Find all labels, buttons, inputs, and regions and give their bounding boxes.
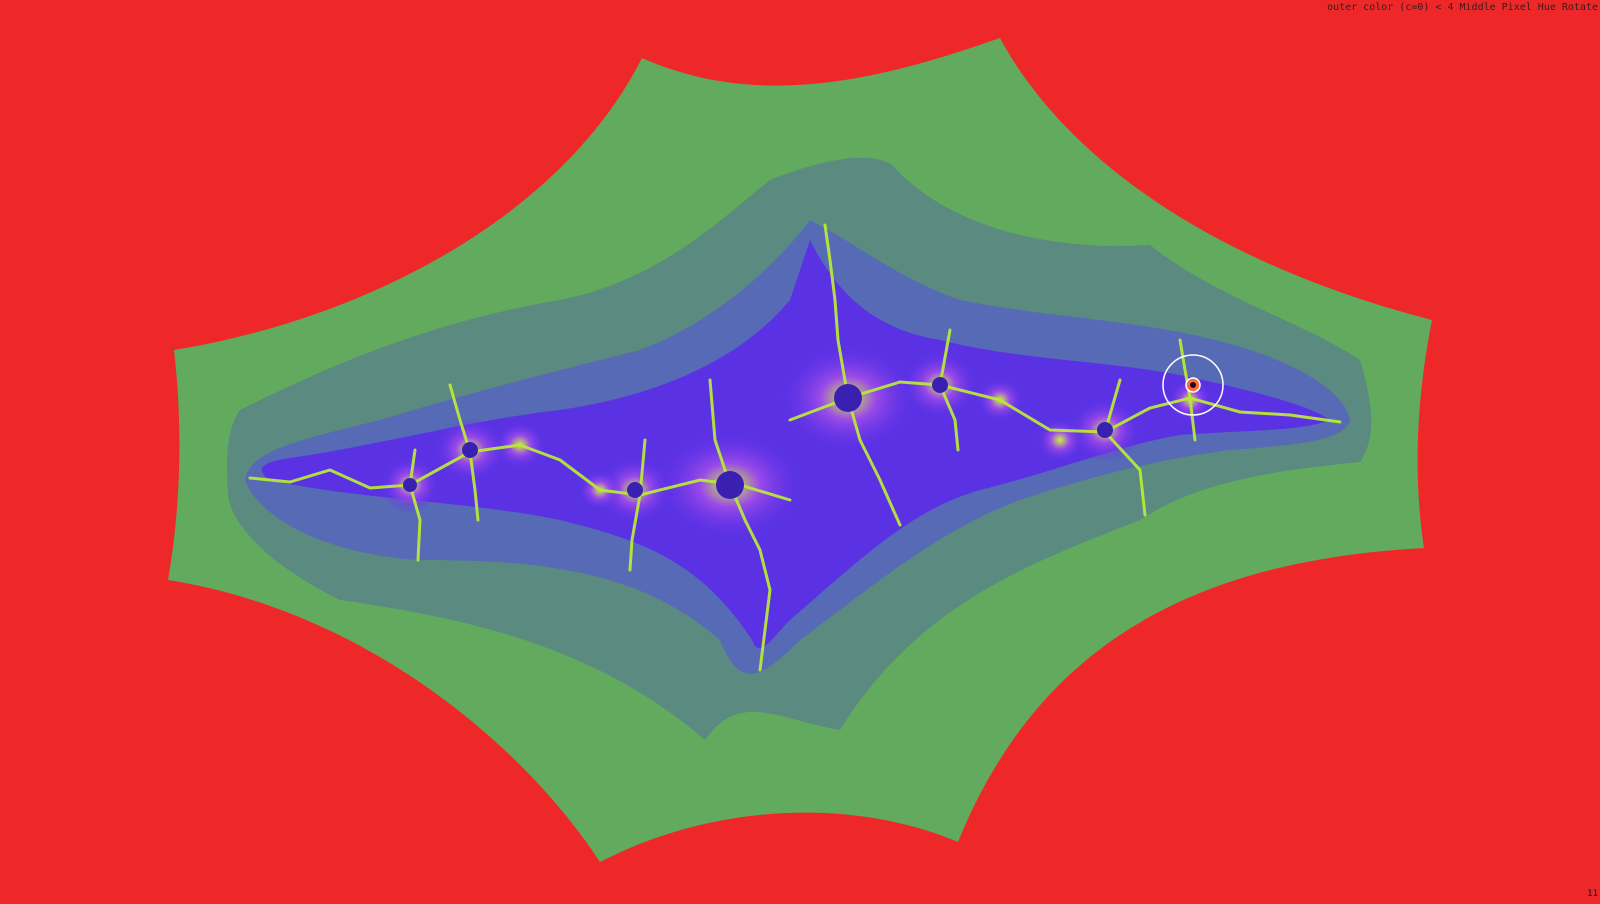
hub-centers (403, 377, 1113, 499)
frame-counter: 11 (1587, 889, 1598, 899)
core-band (261, 240, 1330, 649)
fractal-filaments (248, 223, 1342, 672)
crosshair-circle-icon[interactable] (1162, 354, 1224, 416)
mode-readout: outer color (c=0) < 4 Middle Pixel Hue R… (1327, 2, 1598, 13)
